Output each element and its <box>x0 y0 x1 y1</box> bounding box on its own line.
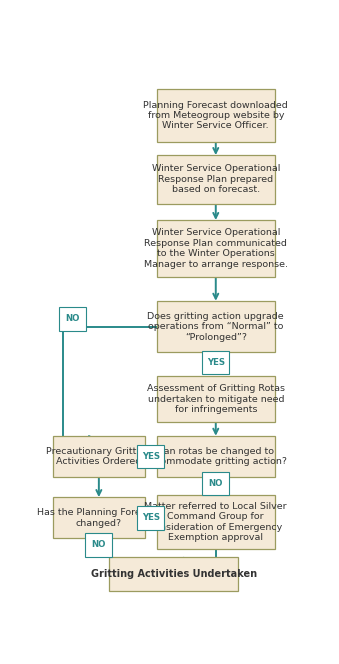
Text: YES: YES <box>207 358 225 367</box>
Text: NO: NO <box>65 315 80 323</box>
Text: NO: NO <box>208 479 223 488</box>
Text: Precautionary Gritting
Activities Ordered: Precautionary Gritting Activities Ordere… <box>46 447 151 466</box>
FancyBboxPatch shape <box>157 155 275 204</box>
Text: YES: YES <box>142 452 160 461</box>
FancyBboxPatch shape <box>157 220 275 276</box>
FancyBboxPatch shape <box>157 436 275 477</box>
Text: Does gritting action upgrade
operations from “Normal” to
“Prolonged”?: Does gritting action upgrade operations … <box>147 311 284 341</box>
Text: Gritting Activities Undertaken: Gritting Activities Undertaken <box>91 569 257 579</box>
FancyBboxPatch shape <box>53 497 145 539</box>
Text: NO: NO <box>92 540 106 549</box>
Text: Can rotas be changed to
accommodate gritting action?: Can rotas be changed to accommodate grit… <box>144 447 287 466</box>
Text: Has the Planning Forecast
changed?: Has the Planning Forecast changed? <box>37 508 161 527</box>
FancyBboxPatch shape <box>157 301 275 352</box>
FancyBboxPatch shape <box>157 376 275 422</box>
FancyBboxPatch shape <box>157 88 275 142</box>
FancyBboxPatch shape <box>109 558 238 591</box>
FancyBboxPatch shape <box>53 436 145 477</box>
FancyBboxPatch shape <box>85 533 112 556</box>
Text: Winter Service Operational
Response Plan communicated
to the Winter Operations
M: Winter Service Operational Response Plan… <box>144 228 288 268</box>
FancyBboxPatch shape <box>138 445 164 468</box>
Text: YES: YES <box>142 513 160 523</box>
FancyBboxPatch shape <box>202 351 229 374</box>
FancyBboxPatch shape <box>59 307 86 331</box>
FancyBboxPatch shape <box>138 506 164 530</box>
Text: Planning Forecast downloaded
from Meteogroup website by
Winter Service Officer.: Planning Forecast downloaded from Meteog… <box>143 100 288 130</box>
Text: Assessment of Gritting Rotas
undertaken to mitigate need
for infringements: Assessment of Gritting Rotas undertaken … <box>147 384 285 414</box>
FancyBboxPatch shape <box>157 495 275 548</box>
FancyBboxPatch shape <box>202 472 229 495</box>
Text: Matter referred to Local Silver
Command Group for
consideration of Emergency
Exe: Matter referred to Local Silver Command … <box>144 502 287 542</box>
Text: Winter Service Operational
Response Plan prepared
based on forecast.: Winter Service Operational Response Plan… <box>152 165 280 195</box>
